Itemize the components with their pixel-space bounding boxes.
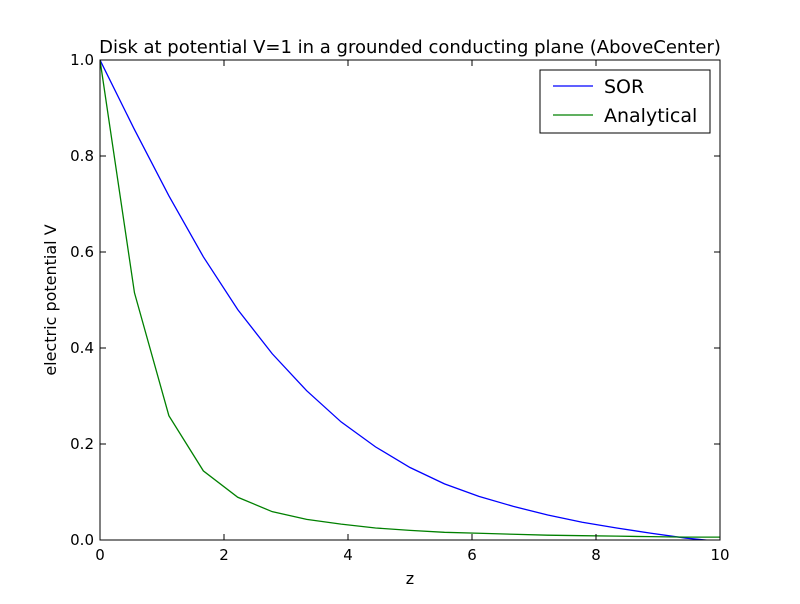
- x-tick-label: 4: [343, 546, 353, 564]
- y-tick-label: 0.4: [70, 339, 94, 357]
- y-tick-label: 0.6: [70, 243, 94, 261]
- legend-label-sor: SOR: [604, 76, 644, 98]
- plot-area: [100, 60, 720, 540]
- legend-frame: [539, 69, 711, 134]
- x-axis-label: z: [406, 569, 414, 588]
- y-tick-label: 0.0: [70, 531, 94, 549]
- x-tick-label: 10: [710, 546, 729, 564]
- legend-label-analytical: Analytical: [604, 105, 697, 127]
- legend: SOR Analytical: [539, 69, 711, 134]
- chart-title: Disk at potential V=1 in a grounded cond…: [99, 37, 721, 58]
- tick-labels: 0 2 4 6 8 10 0.0 0.2 0.4 0.6 0.8 1.0: [70, 51, 729, 564]
- series-line-analytical: [100, 60, 720, 538]
- x-tick-label: 8: [591, 546, 601, 564]
- x-tick-label: 0: [95, 546, 105, 564]
- x-tick-label: 2: [219, 546, 229, 564]
- x-tick-label: 6: [467, 546, 477, 564]
- series-line-sor: [100, 60, 712, 540]
- y-tick-label: 1.0: [70, 51, 94, 69]
- y-tick-label: 0.2: [70, 435, 94, 453]
- y-axis-label: electric potential V: [41, 224, 60, 375]
- y-tick-label: 0.8: [70, 147, 94, 165]
- axes-frame: [99, 59, 721, 541]
